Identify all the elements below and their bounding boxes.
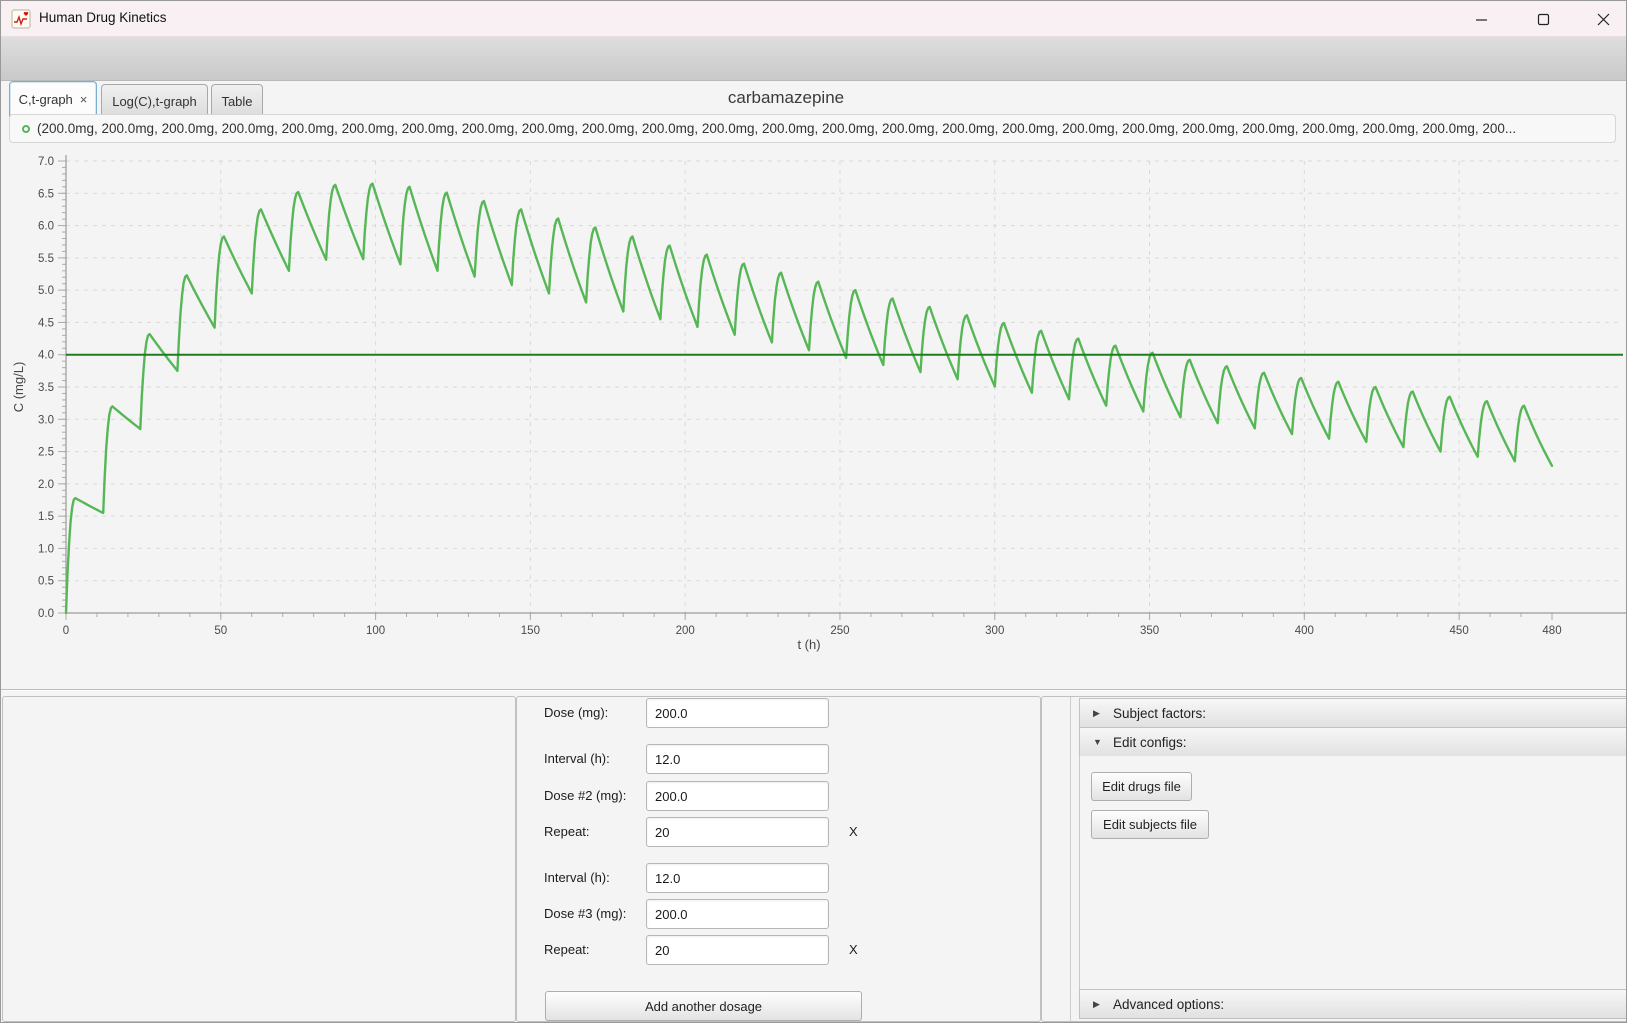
y-axis-title: C (mg/L) (11, 362, 26, 413)
dose2-label: Dose #2 (mg): (544, 788, 626, 803)
y-tick-label: 2.0 (38, 479, 54, 491)
x-tick-label: 200 (676, 625, 695, 637)
x-tick-label: 0 (63, 625, 69, 637)
edit-configs-content: Edit drugs file Edit subjects file (1079, 756, 1627, 989)
x-tick-label: 50 (214, 625, 227, 637)
y-tick-label: 5.0 (38, 285, 54, 297)
y-tick-label: 1.0 (38, 543, 54, 555)
simulation-settings-pane: Administration m... Drug: Duration (h): … (2, 696, 516, 1022)
interval2-label: Interval (h): (544, 870, 610, 885)
y-tick-label: 6.0 (38, 221, 54, 233)
y-tick-label: 0.0 (38, 608, 54, 620)
interval-label: Interval (h): (544, 751, 610, 766)
x-tick-label: 150 (521, 625, 540, 637)
dose3-input[interactable] (646, 899, 829, 929)
subject-factors-header[interactable]: ▶ Subject factors: (1079, 698, 1627, 728)
application-window: Human Drug Kinetics C,t-graph × Log(C),t… (0, 0, 1627, 1023)
add-dosage-button[interactable]: Add another dosage (545, 991, 862, 1021)
repeat-label: Repeat: (544, 824, 590, 839)
subject-factors-title: Subject factors: (1113, 706, 1206, 721)
chevron-right-icon: ▶ (1093, 999, 1103, 1010)
y-tick-label: 3.0 (38, 414, 54, 426)
repeat2-input[interactable] (646, 935, 829, 965)
y-tick-label: 5.5 (38, 253, 54, 265)
x-tick-label: 400 (1295, 625, 1314, 637)
y-tick-label: 0.5 (38, 576, 54, 588)
x-tick-label: 350 (1140, 625, 1159, 637)
y-tick-label: 3.5 (38, 382, 54, 394)
y-tick-label: 6.5 (38, 188, 54, 200)
chevron-right-icon: ▶ (1093, 708, 1103, 719)
edit-subjects-file-button[interactable]: Edit subjects file (1091, 810, 1209, 839)
repeat-times-suffix: X (849, 824, 858, 839)
chevron-down-icon: ▼ (1093, 737, 1103, 747)
dose-label: Dose (mg): (544, 705, 608, 720)
concentration-time-plot: 0 50 100 150 200 250 300 350 400 450 480 0.0 0.5 1.0 1… (1, 1, 1627, 666)
edit-configs-header[interactable]: ▼ Edit configs: (1079, 727, 1627, 757)
x-tick-label: 100 (366, 625, 385, 637)
x-tick-label: 250 (830, 625, 849, 637)
interval2-input[interactable] (646, 863, 829, 893)
x-tick-label: 300 (985, 625, 1004, 637)
repeat-input[interactable] (646, 817, 829, 847)
bottom-separator-highlight (1, 690, 1627, 691)
y-tick-label: 4.0 (38, 350, 54, 362)
interval-input[interactable] (646, 744, 829, 774)
y-tick-label: 2.5 (38, 447, 54, 459)
x-tick-label: 480 (1542, 625, 1561, 637)
dose2-input[interactable] (646, 781, 829, 811)
repeat2-times-suffix: X (849, 942, 858, 957)
edit-drugs-file-button[interactable]: Edit drugs file (1091, 772, 1192, 801)
dose3-label: Dose #3 (mg): (544, 906, 626, 921)
advanced-options-header[interactable]: ▶ Advanced options: (1079, 989, 1627, 1019)
y-tick-label: 4.5 (38, 317, 54, 329)
advanced-options-title: Advanced options: (1113, 997, 1224, 1012)
x-axis-title: t (h) (797, 637, 820, 652)
dose-input[interactable] (646, 698, 829, 728)
repeat2-label: Repeat: (544, 942, 590, 957)
y-tick-label: 7.0 (38, 156, 54, 168)
y-tick-label: 1.5 (38, 511, 54, 523)
edit-configs-title: Edit configs: (1113, 735, 1187, 750)
options-pane-divider (1070, 697, 1071, 1021)
x-tick-label: 450 (1450, 625, 1469, 637)
